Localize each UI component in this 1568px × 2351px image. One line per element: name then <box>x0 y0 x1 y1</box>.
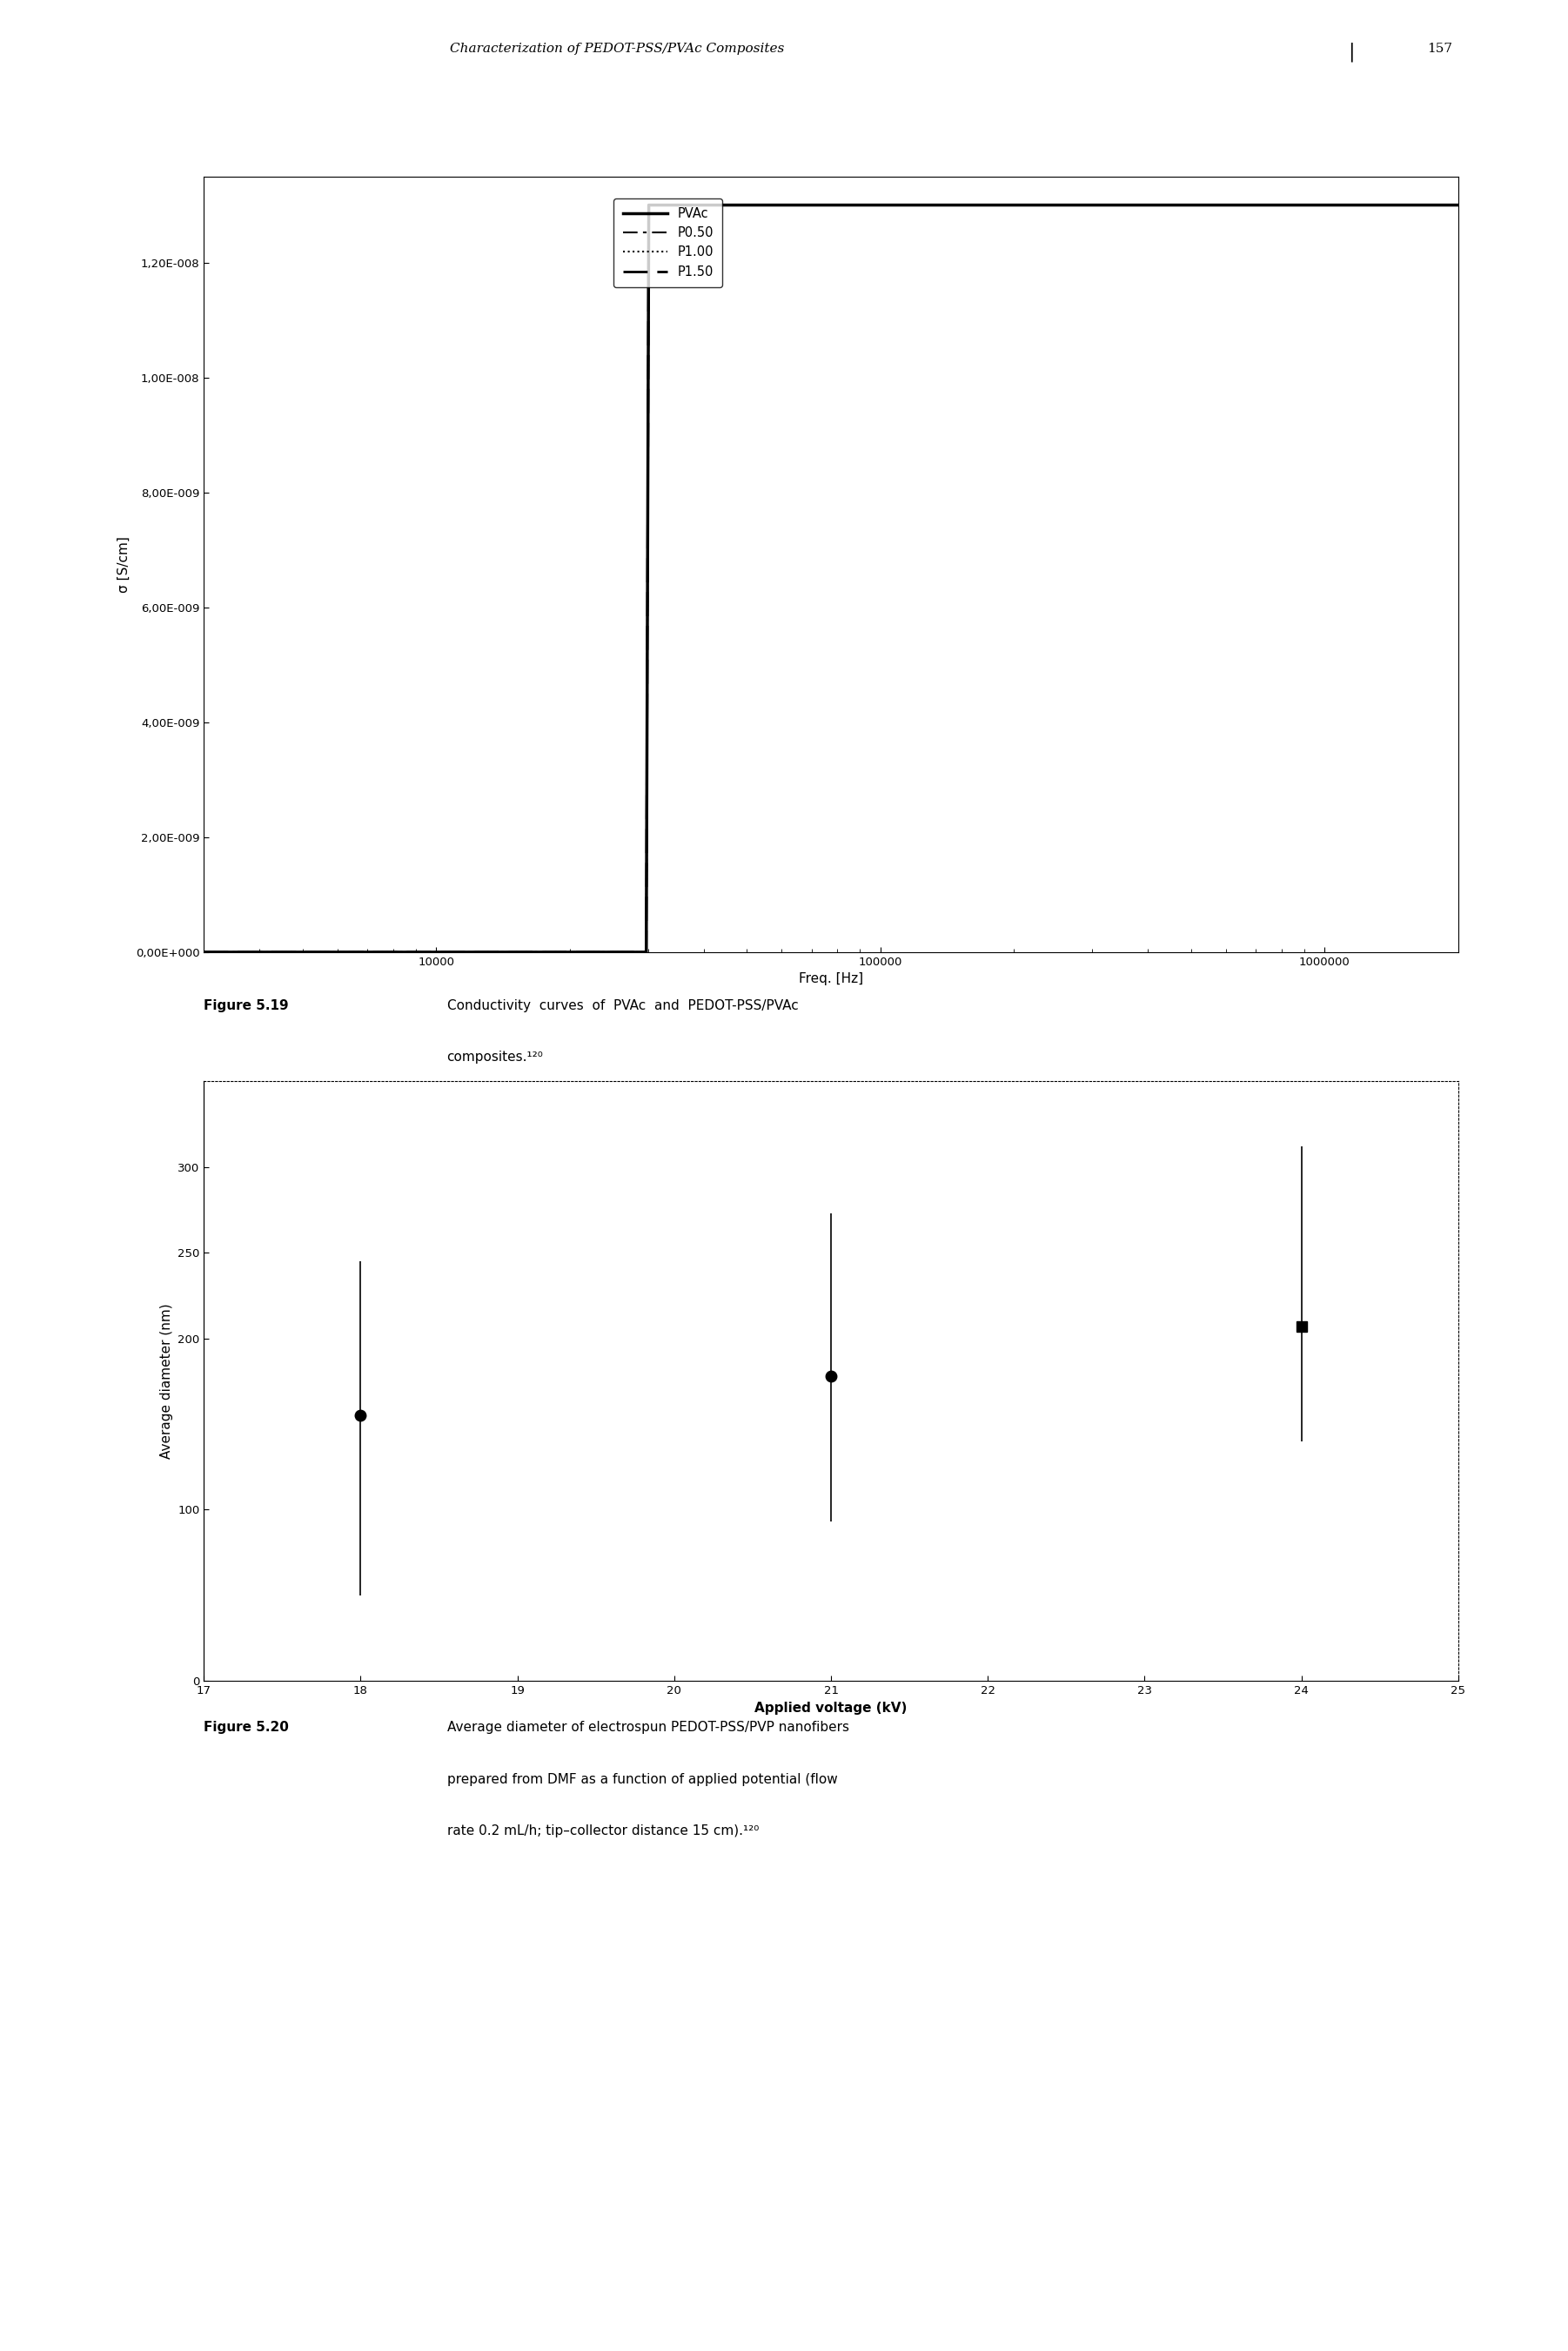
P0.50 <box>944 190 963 219</box>
Text: Characterization of PEDOT-PSS/PVAc Composites: Characterization of PEDOT-PSS/PVAc Compo… <box>450 42 784 54</box>
Legend: PVAc, P0.50, P1.00, P1.50: PVAc, P0.50, P1.00, P1.50 <box>613 197 723 287</box>
PVAc <box>640 190 659 219</box>
P1.50 <box>793 190 812 219</box>
Text: Average diameter of electrospun PEDOT-PSS/PVP nanofibers: Average diameter of electrospun PEDOT-PS… <box>447 1721 848 1735</box>
PVAc <box>944 190 963 219</box>
P1.00 <box>1225 190 1243 219</box>
P0.50 <box>194 938 213 966</box>
PVAc <box>875 190 894 219</box>
Line: PVAc: PVAc <box>204 205 1458 952</box>
Line: P0.50: P0.50 <box>204 205 1458 952</box>
P0.50 <box>800 190 818 219</box>
Line: P1.00: P1.00 <box>204 205 1458 952</box>
Text: Figure 5.19: Figure 5.19 <box>204 999 289 1013</box>
P0.50 <box>1449 190 1468 219</box>
P1.00 <box>800 190 818 219</box>
P1.50 <box>1421 190 1439 219</box>
Text: prepared from DMF as a function of applied potential (flow: prepared from DMF as a function of appli… <box>447 1773 837 1787</box>
P1.50 <box>800 190 818 219</box>
PVAc <box>1449 190 1468 219</box>
P1.00 <box>194 938 213 966</box>
P1.50 <box>640 190 659 219</box>
P1.50 <box>194 938 213 966</box>
P1.00 <box>875 190 894 219</box>
Text: rate 0.2 mL/h; tip–collector distance 15 cm).¹²⁰: rate 0.2 mL/h; tip–collector distance 15… <box>447 1824 759 1838</box>
Line: P1.50: P1.50 <box>204 205 1458 952</box>
Text: composites.¹²⁰: composites.¹²⁰ <box>447 1051 544 1065</box>
P0.50 <box>1421 190 1439 219</box>
Y-axis label: σ [S/cm]: σ [S/cm] <box>118 536 130 592</box>
P0.50 <box>793 190 812 219</box>
P1.50 <box>1449 190 1468 219</box>
PVAc <box>793 190 812 219</box>
P1.50 <box>1225 190 1243 219</box>
X-axis label: Freq. [Hz]: Freq. [Hz] <box>798 973 864 985</box>
P1.00 <box>793 190 812 219</box>
X-axis label: Applied voltage (kV): Applied voltage (kV) <box>754 1702 908 1714</box>
P0.50 <box>640 190 659 219</box>
P1.00 <box>1449 190 1468 219</box>
Text: |: | <box>1348 42 1355 61</box>
P1.50 <box>944 190 963 219</box>
P1.00 <box>640 190 659 219</box>
PVAc <box>1225 190 1243 219</box>
Text: 157: 157 <box>1427 42 1452 54</box>
P1.00 <box>1421 190 1439 219</box>
PVAc <box>1421 190 1439 219</box>
Text: Conductivity  curves  of  PVAc  and  PEDOT-PSS/PVAc: Conductivity curves of PVAc and PEDOT-PS… <box>447 999 798 1013</box>
P1.00 <box>944 190 963 219</box>
P1.50 <box>875 190 894 219</box>
PVAc <box>800 190 818 219</box>
P0.50 <box>875 190 894 219</box>
P0.50 <box>1225 190 1243 219</box>
Text: Figure 5.20: Figure 5.20 <box>204 1721 289 1735</box>
Y-axis label: Average diameter (nm): Average diameter (nm) <box>160 1302 172 1460</box>
PVAc <box>194 938 213 966</box>
